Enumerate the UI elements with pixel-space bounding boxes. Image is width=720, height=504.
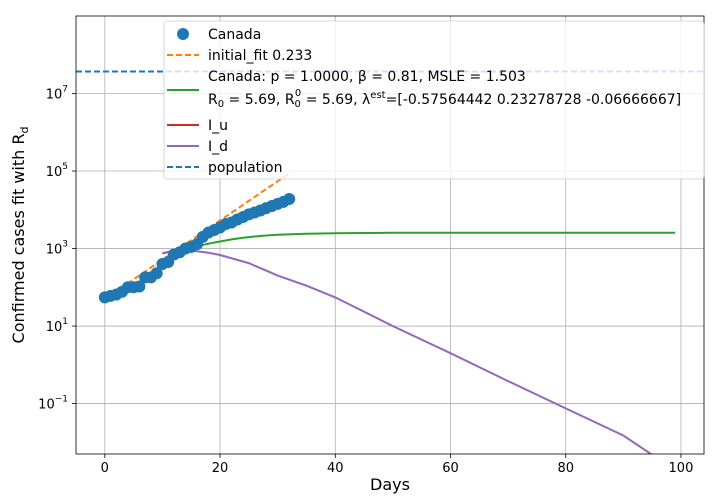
y-tick-exponent: −1: [55, 395, 68, 405]
legend-label-i-d: I_d: [208, 139, 228, 155]
data-point-canada: [133, 280, 146, 293]
y-axis-label: Confirmed cases fit with Rd: [9, 127, 31, 344]
legend-label-model-line2: R0 = 5.69, R00 = 5.69, λest=[-0.57564442…: [208, 88, 681, 110]
y-axis-label-group: Confirmed cases fit with Rd: [9, 127, 31, 344]
y-tick-base: 10: [46, 88, 63, 103]
y-tick-exponent: 3: [62, 240, 68, 250]
x-tick-label: 40: [327, 461, 344, 476]
model-lambda-value: =[-0.57564442 0.23278728 -0.06666667]: [386, 92, 682, 108]
legend-label-model-line1: Canada: p = 1.0000, β = 0.81, MSLE = 1.5…: [208, 69, 526, 85]
legend-label-i-u: I_u: [208, 118, 228, 134]
y-tick-exponent: 7: [62, 85, 68, 95]
plot-frame: [75, 15, 705, 455]
model-r0-sub: 0: [218, 99, 224, 110]
y-tick-label: 107: [46, 85, 68, 103]
y-tick-exponent: 5: [62, 162, 68, 172]
y-tick-base: 10: [46, 165, 63, 180]
x-tick-label: 20: [212, 461, 229, 476]
model-r00-sub: 0: [295, 99, 301, 110]
model-lambda-sup: est: [370, 90, 385, 101]
legend-marker-canada: [177, 28, 189, 40]
legend-label-population: population: [208, 160, 283, 176]
y-tick-exponent: 1: [62, 317, 68, 327]
model-r0-value: = 5.69, R: [224, 92, 295, 108]
x-tick-label: 80: [557, 461, 574, 476]
y-tick-base: 10: [46, 320, 63, 335]
x-axis-label: Days: [370, 475, 410, 494]
y-tick-label: 103: [46, 240, 68, 258]
y-tick-base: 10: [46, 243, 63, 258]
y-tick-label: 101: [46, 317, 68, 335]
y-tick-base: 10: [38, 398, 55, 413]
x-tick-label: 60: [442, 461, 459, 476]
legend: Canada initial_fit 0.233 Canada: p = 1.0…: [163, 20, 705, 180]
data-point-canada: [283, 192, 296, 205]
legend-box: [163, 20, 705, 180]
y-axis-label-main: Confirmed cases fit with R: [9, 134, 28, 344]
x-tick-label: 100: [669, 461, 694, 476]
legend-label-initial-fit: initial_fit 0.233: [208, 48, 312, 64]
model-r0-symbol: R: [208, 92, 218, 108]
y-tick-label: 105: [46, 162, 68, 180]
data-point-canada: [150, 267, 163, 280]
model-r00-sup: 0: [295, 88, 301, 99]
legend-label-canada: Canada: [208, 27, 261, 43]
model-r00-value: = 5.69, λ: [301, 92, 370, 108]
y-tick-label: 10−1: [38, 395, 68, 413]
y-axis-label-sub: d: [18, 127, 31, 134]
x-tick-label: 0: [101, 461, 109, 476]
